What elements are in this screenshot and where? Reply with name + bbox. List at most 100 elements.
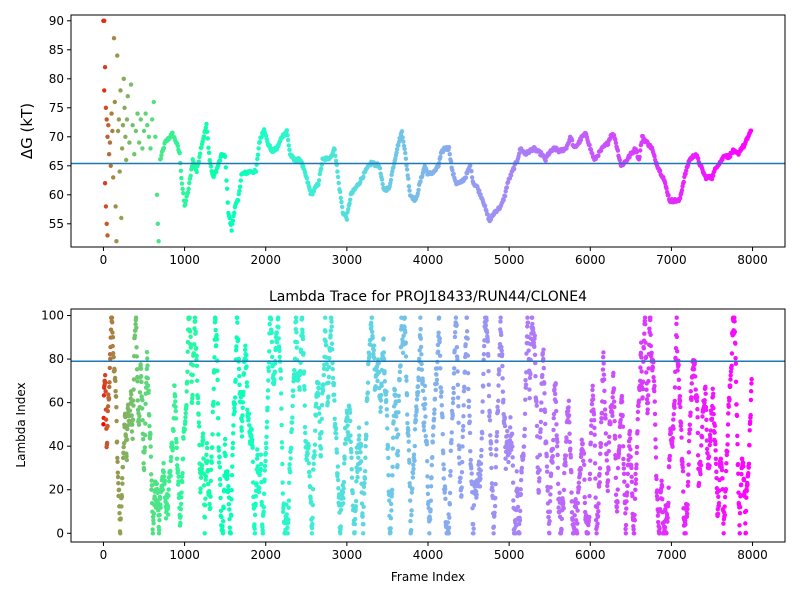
lambda-point xyxy=(569,499,574,504)
lambda-point xyxy=(680,468,686,474)
lambda-point xyxy=(452,330,458,335)
lambda-point xyxy=(516,521,522,527)
lambda-point xyxy=(261,505,267,510)
lambda-point xyxy=(221,487,227,493)
lambda-point xyxy=(509,440,514,446)
lambda-point xyxy=(470,521,476,527)
lambda-point xyxy=(727,397,732,402)
lambda-point xyxy=(436,315,442,320)
lambda-point xyxy=(160,487,166,492)
lambda-point xyxy=(389,487,395,493)
lambda-point xyxy=(566,413,572,418)
lambda-point xyxy=(620,424,626,429)
lambda-point xyxy=(131,377,137,382)
lambda-point xyxy=(202,503,208,508)
lambda-point xyxy=(507,425,513,430)
lambda-point xyxy=(590,393,596,398)
lambda-point xyxy=(489,465,494,471)
lambda-point xyxy=(354,479,359,484)
lambda-point xyxy=(373,384,378,389)
dg-point xyxy=(116,117,122,122)
lambda-point xyxy=(722,504,727,509)
lambda-point xyxy=(688,389,694,394)
lambda-point xyxy=(649,350,654,356)
dg-point xyxy=(679,188,685,193)
lambda-point xyxy=(543,421,548,427)
lambda-point xyxy=(332,416,337,421)
lambda-point xyxy=(360,531,366,536)
lambda-point xyxy=(148,472,154,477)
lambda-point xyxy=(361,491,367,496)
lambda-point xyxy=(568,446,573,451)
lambda-point xyxy=(481,371,486,377)
lambda-point xyxy=(494,433,500,439)
lambda-point xyxy=(461,423,466,429)
lambda-point xyxy=(621,471,627,477)
lambda-point xyxy=(635,409,641,415)
lambda-point xyxy=(338,524,343,529)
lambda-point xyxy=(170,446,176,451)
lambda-point xyxy=(420,379,426,384)
dg-point xyxy=(284,128,290,133)
lambda-point xyxy=(194,363,200,368)
lambda-point xyxy=(115,474,121,480)
lambda-point xyxy=(298,368,303,374)
lambda-point xyxy=(213,343,219,348)
lambda-point xyxy=(406,439,411,444)
lambda-point xyxy=(478,476,483,481)
lambda-point xyxy=(278,391,284,396)
lambda-point xyxy=(446,531,452,536)
lambda-point xyxy=(424,459,430,464)
lambda-point xyxy=(716,494,721,499)
lambda-point xyxy=(407,498,413,503)
lambda-point xyxy=(429,462,435,468)
lambda-point xyxy=(148,444,153,449)
lambda-point xyxy=(280,491,286,496)
lambda-point xyxy=(316,406,322,411)
lambda-point xyxy=(409,508,414,513)
lambda-point xyxy=(195,400,201,406)
lambda-point xyxy=(172,394,178,399)
lambda-point xyxy=(594,531,599,536)
top-points-layer xyxy=(101,18,754,244)
lambda-point xyxy=(183,411,188,416)
lambda-point xyxy=(114,404,119,410)
lambda-point xyxy=(646,366,651,371)
lambda-point xyxy=(719,467,725,473)
lambda-point xyxy=(335,464,341,469)
bottom-panel: Lambda Trace for PROJ18433/RUN44/CLONE4 … xyxy=(14,289,786,584)
lambda-point xyxy=(700,424,705,430)
lambda-point xyxy=(382,379,388,384)
lambda-point xyxy=(199,466,204,471)
lambda-point xyxy=(725,442,730,447)
lambda-point xyxy=(653,455,659,460)
lambda-point xyxy=(148,454,154,459)
lambda-point xyxy=(143,401,148,406)
lambda-point xyxy=(135,398,140,403)
lambda-point xyxy=(138,366,144,371)
lambda-point xyxy=(323,339,328,344)
lambda-point xyxy=(502,415,508,420)
lambda-point xyxy=(400,350,406,356)
lambda-point xyxy=(459,493,464,498)
lambda-point xyxy=(487,410,492,415)
lambda-point xyxy=(566,405,571,410)
lambda-point xyxy=(119,475,125,481)
dg-point xyxy=(337,189,343,194)
lambda-point xyxy=(627,428,633,434)
lambda-point xyxy=(709,416,715,422)
lambda-point xyxy=(174,456,180,461)
lambda-point xyxy=(615,465,621,471)
lambda-point xyxy=(525,324,530,329)
lambda-point xyxy=(735,433,740,439)
lambda-point xyxy=(268,317,274,322)
lambda-point xyxy=(630,493,635,499)
lambda-point xyxy=(332,392,337,397)
lambda-point xyxy=(459,485,464,490)
lambda-point xyxy=(369,320,374,325)
lambda-point xyxy=(687,422,693,427)
lambda-point xyxy=(438,385,444,390)
lambda-point xyxy=(229,473,235,478)
lambda-point xyxy=(434,377,440,382)
lambda-point xyxy=(198,475,204,480)
